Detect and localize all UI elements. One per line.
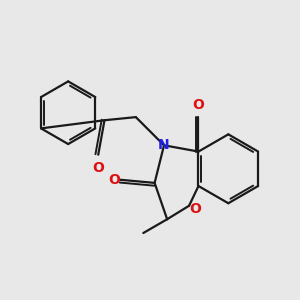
Text: N: N [158,138,170,152]
Text: O: O [193,98,204,112]
Text: O: O [92,161,104,175]
Text: O: O [108,173,120,187]
Text: O: O [189,202,201,216]
